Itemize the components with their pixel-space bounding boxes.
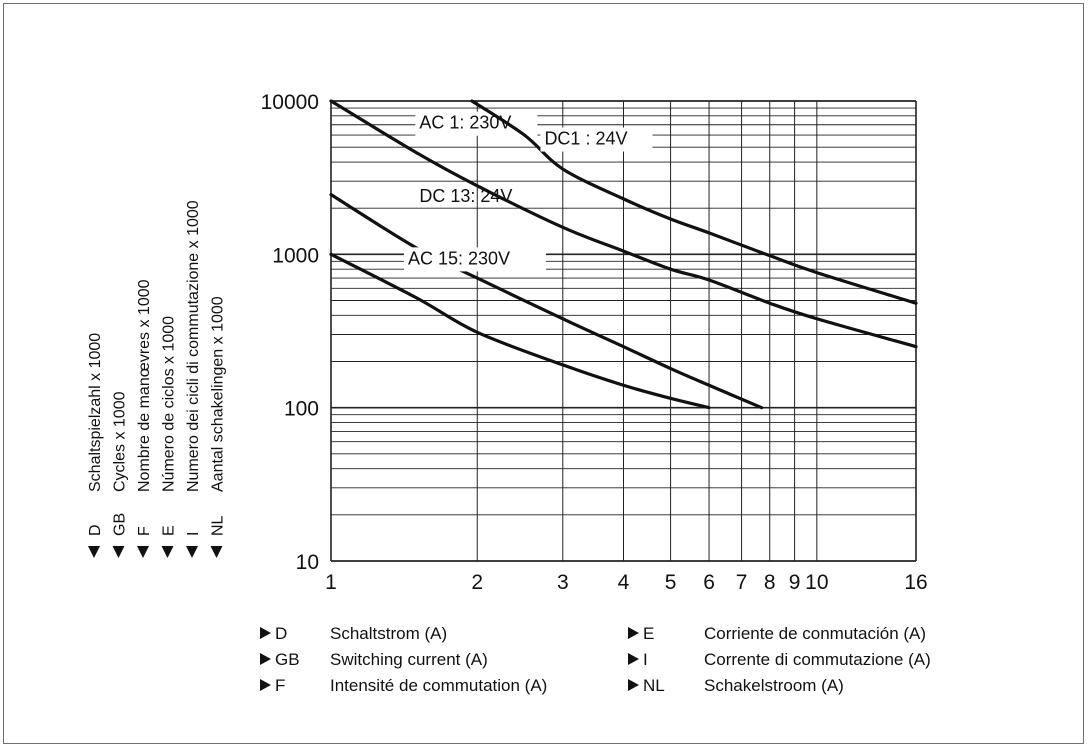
y-axis-label-text: Número de ciclos x 1000 <box>161 316 178 492</box>
y-axis-label-code: I <box>185 532 202 536</box>
x-axis-label-code: E <box>643 624 654 643</box>
x-axis-label-code: NL <box>643 676 665 695</box>
x-axis-label-text: Corrente di commutazione (A) <box>704 650 931 669</box>
arrow-icon <box>628 679 639 691</box>
arrow-icon <box>88 546 100 558</box>
series-label-3: DC 13: 24V <box>419 186 512 206</box>
y-tick-label: 10 <box>296 551 319 574</box>
series-label-bg <box>403 247 546 272</box>
x-tick-label: 6 <box>703 571 715 594</box>
x-tick-label: 16 <box>904 571 927 594</box>
y-axis-label-row: I Numero dei cicli di commutazione x 1000 <box>185 200 202 558</box>
series-line-3 <box>329 193 764 410</box>
x-tick-label: 4 <box>618 571 630 594</box>
y-axis-label-code: E <box>161 525 178 536</box>
y-tick-label: 10000 <box>261 91 319 114</box>
figure-frame <box>3 3 1084 744</box>
y-axis-label-text: Schaltspielzahl x 1000 <box>87 333 104 492</box>
arrow-icon <box>628 627 639 639</box>
y-tick-label: 100 <box>284 398 319 421</box>
y-axis-label-row: NL Aantal schakelingen x 1000 <box>210 296 227 558</box>
grid <box>330 100 917 562</box>
y-axis-label-text: Aantal schakelingen x 1000 <box>210 296 227 492</box>
x-axis-label-text: Schakelstroom (A) <box>704 676 844 695</box>
arrow-icon <box>260 653 271 665</box>
y-tick-labels: 10 100 1000 10000 <box>261 91 319 574</box>
x-axis-label-text: Schaltstrom (A) <box>330 624 447 643</box>
y-axis-label-code: NL <box>210 515 227 536</box>
arrow-icon <box>112 546 125 558</box>
x-axis-label-text: Switching current (A) <box>330 650 488 669</box>
y-axis-label-code: D <box>87 524 104 536</box>
y-tick-label: 1000 <box>272 244 319 267</box>
y-axis-labels: D Schaltspielzahl x 1000 GB Cycles x 1000 F N… <box>87 200 227 558</box>
x-tick-label: 3 <box>557 571 569 594</box>
series-line-1 <box>329 99 918 349</box>
x-tick-label: 9 <box>789 571 801 594</box>
x-tick-labels: 1 2 3 4 5 6 7 8 9 10 16 <box>325 571 928 594</box>
curves: AC 1: 230V DC1 : 24V DC 13: 24V AC 15: 230V <box>329 99 918 410</box>
arrow-icon <box>628 653 639 665</box>
series-label-1: AC 1: 230V <box>419 113 511 133</box>
x-tick-label: 10 <box>805 571 828 594</box>
x-axis-label-code: GB <box>275 650 300 669</box>
x-axis-label-code: D <box>275 624 287 643</box>
x-axis-label-text: Intensité de commutation (A) <box>330 676 547 695</box>
series-line-4 <box>329 252 711 410</box>
y-axis-label-row: GB Cycles x 1000 <box>112 391 129 558</box>
x-axis-label-code: I <box>643 650 648 669</box>
y-axis-label-row: F Nombre de manœvres x 1000 <box>136 279 153 558</box>
series-label-bg <box>540 127 653 152</box>
x-tick-label: 1 <box>325 571 337 594</box>
x-tick-label: 2 <box>471 571 483 594</box>
arrow-icon <box>186 546 198 558</box>
x-tick-label: 8 <box>764 571 776 594</box>
arrow-icon <box>210 546 223 558</box>
series-label-bg <box>415 111 538 136</box>
series-line-2 <box>470 99 918 305</box>
y-axis-label-row: D Schaltspielzahl x 1000 <box>87 333 104 558</box>
x-axis-label-code: F <box>275 676 285 695</box>
x-axis-legend: D Schaltstrom (A) GB Switching current (A) F… <box>260 624 931 695</box>
y-axis-label-text: Numero dei cicli di commutazione x 1000 <box>185 200 202 492</box>
arrow-icon <box>161 546 174 558</box>
y-axis-label-code: GB <box>112 513 129 536</box>
y-axis-label-row: E Número de ciclos x 1000 <box>161 316 178 558</box>
x-tick-label: 7 <box>736 571 748 594</box>
y-axis-label-code: F <box>136 526 153 536</box>
series-label-4: AC 15: 230V <box>408 248 510 268</box>
y-axis-label-text: Cycles x 1000 <box>112 391 129 492</box>
x-tick-label: 5 <box>665 571 677 594</box>
series-label-2: DC1 : 24V <box>544 129 627 149</box>
arrow-icon <box>260 627 271 639</box>
y-axis-label-text: Nombre de manœvres x 1000 <box>136 279 153 492</box>
arrow-icon <box>260 679 271 691</box>
x-axis-label-text: Corriente de conmutación (A) <box>704 624 926 643</box>
arrow-icon <box>137 546 149 558</box>
